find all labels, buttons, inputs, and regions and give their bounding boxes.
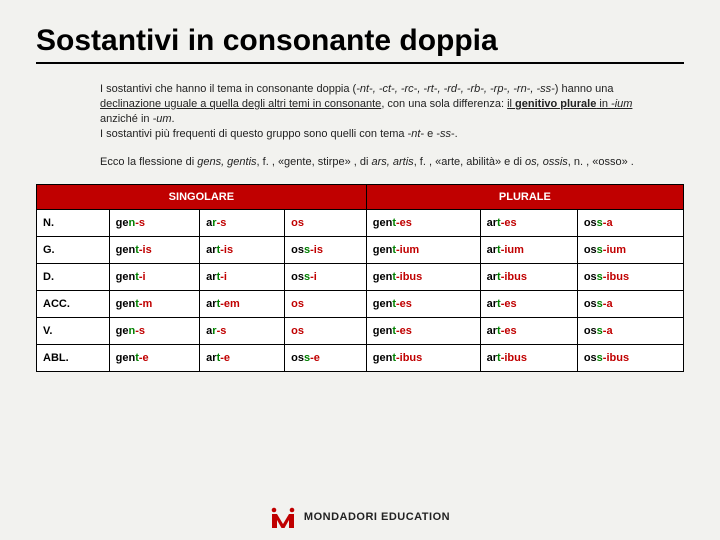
footer-brand: MONDADORI EDUCATION: [0, 506, 720, 528]
table-cell: gent-ium: [366, 237, 480, 264]
table-cell: art-ibus: [480, 345, 577, 372]
table-cell: art-em: [200, 291, 285, 318]
table-cell: gen-s: [109, 210, 200, 237]
table-cell: art-i: [200, 264, 285, 291]
table-cell: gent-es: [366, 210, 480, 237]
table-row: ACC.gent-mart-emosgent-esart-esoss-a: [37, 291, 684, 318]
table-cell: os: [285, 210, 367, 237]
table-cell: art-es: [480, 210, 577, 237]
case-cell: N.: [37, 210, 110, 237]
table-cell: oss-ium: [577, 237, 683, 264]
table-row: G.gent-isart-isoss-isgent-iumart-iumoss-…: [37, 237, 684, 264]
mondadori-logo-icon: [270, 506, 296, 528]
intro-paragraph-1: I sostantivi che hanno il tema in conson…: [100, 82, 660, 141]
page-title: Sostantivi in consonante doppia: [36, 24, 684, 64]
table-cell: gent-es: [366, 291, 480, 318]
table-cell: gent-m: [109, 291, 200, 318]
table-cell: art-is: [200, 237, 285, 264]
table-cell: ar-s: [200, 318, 285, 345]
table-cell: gent-i: [109, 264, 200, 291]
table-cell: gent-ibus: [366, 264, 480, 291]
table-cell: gent-ibus: [366, 345, 480, 372]
th-singular: SINGOLARE: [37, 185, 367, 210]
intro-paragraph-2: Ecco la flessione di gens, gentis, f. , …: [100, 155, 660, 170]
table-row: N.gen-sar-sosgent-esart-esoss-a: [37, 210, 684, 237]
case-cell: G.: [37, 237, 110, 264]
table-cell: art-es: [480, 291, 577, 318]
table-cell: art-ibus: [480, 264, 577, 291]
table-cell: art-es: [480, 318, 577, 345]
table-row: V.gen-sar-sosgent-esart-esoss-a: [37, 318, 684, 345]
table-cell: os: [285, 291, 367, 318]
table-cell: os: [285, 318, 367, 345]
table-cell: oss-is: [285, 237, 367, 264]
th-plural: PLURALE: [366, 185, 683, 210]
table-cell: oss-a: [577, 318, 683, 345]
footer-text: MONDADORI EDUCATION: [304, 511, 450, 523]
case-cell: V.: [37, 318, 110, 345]
table-row: ABL.gent-eart-eoss-egent-ibusart-ibusoss…: [37, 345, 684, 372]
table-cell: oss-ibus: [577, 345, 683, 372]
table-cell: ar-s: [200, 210, 285, 237]
table-cell: gen-s: [109, 318, 200, 345]
table-cell: oss-ibus: [577, 264, 683, 291]
table-row: D.gent-iart-ioss-igent-ibusart-ibusoss-i…: [37, 264, 684, 291]
table-cell: oss-i: [285, 264, 367, 291]
table-cell: gent-es: [366, 318, 480, 345]
case-cell: D.: [37, 264, 110, 291]
table-cell: oss-a: [577, 210, 683, 237]
case-cell: ABL.: [37, 345, 110, 372]
table-cell: art-e: [200, 345, 285, 372]
table-cell: oss-e: [285, 345, 367, 372]
case-cell: ACC.: [37, 291, 110, 318]
table-cell: gent-e: [109, 345, 200, 372]
table-cell: oss-a: [577, 291, 683, 318]
table-cell: gent-is: [109, 237, 200, 264]
declension-table: SINGOLARE PLURALE N.gen-sar-sosgent-esar…: [36, 184, 684, 372]
table-cell: art-ium: [480, 237, 577, 264]
